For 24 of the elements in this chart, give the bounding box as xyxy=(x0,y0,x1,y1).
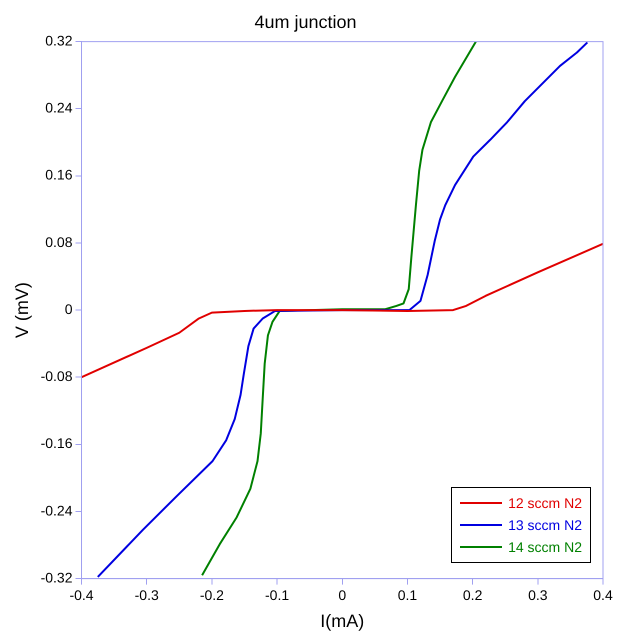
x-tick-label: 0.4 xyxy=(593,586,613,603)
y-tick-label: 0.16 xyxy=(45,166,73,183)
x-tick-label: 0.3 xyxy=(528,586,548,603)
y-tick-label: 0 xyxy=(64,300,73,317)
x-tick-label: -0.4 xyxy=(69,586,94,603)
chart-title: 4um junction xyxy=(254,12,357,32)
x-tick-label: -0.3 xyxy=(134,586,159,603)
x-axis-title: I(mA) xyxy=(320,611,364,632)
x-tick-label: 0 xyxy=(338,586,346,603)
x-tick-label: 0.2 xyxy=(462,586,483,603)
y-tick-label: 0.08 xyxy=(45,234,73,250)
y-tick-label: -0.08 xyxy=(40,368,73,384)
y-tick-label: 0.32 xyxy=(45,32,73,48)
x-tick-label: -0.1 xyxy=(265,586,290,603)
y-tick-label: -0.32 xyxy=(40,569,73,586)
x-tick-label: 0.1 xyxy=(398,586,418,603)
legend-label: 14 sccm N2 xyxy=(508,538,582,555)
y-tick-label: -0.24 xyxy=(40,502,73,518)
y-tick-label: -0.16 xyxy=(40,435,73,452)
legend-label: 12 sccm N2 xyxy=(508,494,582,511)
y-axis-title: V (mV) xyxy=(12,282,32,338)
legend-label: 13 sccm N2 xyxy=(508,516,582,533)
x-tick-label: -0.2 xyxy=(200,586,224,603)
y-tick-label: 0.24 xyxy=(45,100,73,116)
